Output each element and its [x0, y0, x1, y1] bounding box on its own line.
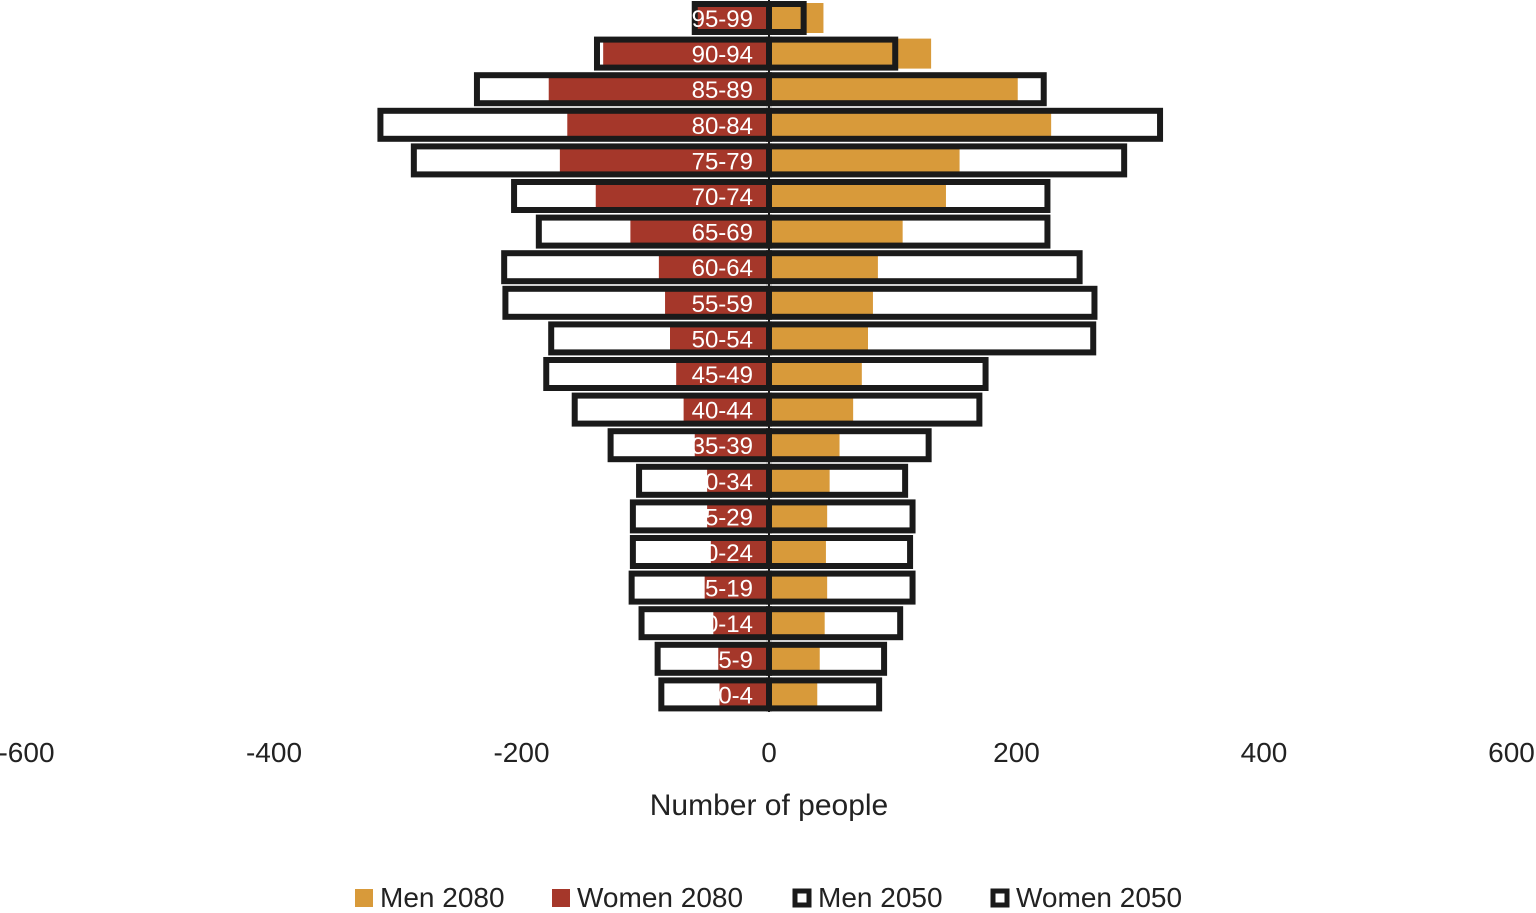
legend-swatch-men-2080	[355, 889, 373, 907]
bar-men-2080-45-49	[769, 359, 862, 389]
age-label-15-19: 15-19	[692, 576, 753, 603]
age-label-75-79: 75-79	[692, 148, 753, 175]
bar-women-2080-45-49	[676, 359, 769, 389]
bar-men-2080-65-69	[769, 216, 903, 247]
bar-women-2080-80-84	[567, 109, 769, 140]
age-label-40-44: 40-44	[692, 398, 753, 425]
bar-women-2080-90-94	[603, 38, 769, 69]
age-label-45-49: 45-49	[692, 362, 753, 389]
bar-men-2080-40-44	[769, 394, 854, 425]
age-label-25-29: 25-29	[692, 504, 753, 531]
legend-label-women-2050: Women 2050	[1016, 882, 1182, 913]
x-tick-label: 0	[761, 737, 777, 768]
age-label-70-74: 70-74	[692, 184, 753, 211]
age-label-20-24: 20-24	[692, 540, 753, 567]
bar-women-2080-20-24	[710, 537, 769, 567]
age-label-55-59: 55-59	[692, 291, 753, 318]
bar-women-2080-35-39	[694, 430, 769, 461]
bar-women-2080-65-69	[630, 216, 769, 247]
legend-label-men-2080: Men 2080	[380, 882, 505, 913]
legend-label-men-2050: Men 2050	[818, 882, 943, 913]
bar-men-2080-75-79	[769, 145, 960, 176]
x-axis-title: Number of people	[650, 789, 888, 822]
bar-men-2080-60-64	[769, 252, 878, 283]
x-tick-labels: -600 -400 -200 0 200 400 600	[0, 737, 1535, 768]
x-tick-label: -400	[246, 737, 302, 768]
legend: Men 2080 Women 2080 Men 2050 Women 2050	[355, 882, 1182, 913]
x-tick-label: -600	[0, 737, 55, 768]
bar-women-2080-25-29	[707, 501, 769, 532]
age-label-50-54: 50-54	[692, 326, 753, 353]
age-label-35-39: 35-39	[692, 433, 753, 460]
age-label-80-84: 80-84	[692, 113, 753, 140]
legend-label-women-2080: Women 2080	[577, 882, 743, 913]
bar-women-2080-85-89	[548, 74, 769, 105]
x-tick-label: 200	[993, 737, 1040, 768]
bar-women-2080-70-74	[595, 181, 769, 211]
age-label-10-14: 10-14	[692, 611, 753, 638]
bar-women-2080-5-9	[718, 643, 769, 674]
age-label-30-34: 30-34	[692, 469, 753, 496]
bar-men-2080-95-99	[769, 3, 824, 33]
bar-women-2080-15-19	[704, 572, 769, 603]
bar-women-2080-60-64	[658, 252, 769, 283]
bar-women-2080-75-79	[559, 145, 769, 176]
bar-men-2080-90-94	[769, 38, 932, 69]
x-tick-label: 400	[1241, 737, 1288, 768]
bar-women-2080-30-34	[707, 465, 769, 496]
legend-swatch-women-2050	[990, 888, 1010, 908]
bar-men-2080-50-54	[769, 323, 868, 354]
age-label-5-9: 5-9	[718, 647, 753, 674]
bar-women-2080-55-59	[665, 287, 769, 318]
bar-men-2080-55-59	[769, 287, 873, 318]
bar-men-2080-85-89	[769, 74, 1018, 105]
bar-men-2080-10-14	[769, 608, 825, 639]
bar-men-2080-80-84	[769, 109, 1052, 140]
bar-men-2080-15-19	[769, 572, 828, 603]
age-labels-layer: 0-4 5-9 10-14 15-19 20-24 25-29 30-34 35-39 40-4…	[692, 6, 753, 709]
bar-men-2080-35-39	[769, 430, 840, 461]
legend-swatch-women-2080	[552, 889, 570, 907]
bar-men-2080-30-34	[769, 465, 830, 496]
bars-layer	[377, 1, 1164, 712]
bar-men-2080-20-24	[769, 537, 826, 567]
bar-men-2080-0-4	[769, 679, 818, 710]
bar-women-2080-40-44	[683, 394, 769, 425]
bar-women-2080-0-4	[719, 679, 769, 710]
legend-swatch-men-2050	[792, 888, 812, 908]
bar-women-2080-10-14	[713, 608, 769, 639]
bar-men-2080-25-29	[769, 501, 828, 532]
age-label-95-99: 95-99	[692, 6, 753, 33]
age-label-85-89: 85-89	[692, 77, 753, 104]
x-tick-label: -200	[493, 737, 549, 768]
age-label-90-94: 90-94	[692, 42, 753, 69]
age-label-0-4: 0-4	[718, 682, 753, 709]
age-label-60-64: 60-64	[692, 255, 753, 282]
bar-men-2080-5-9	[769, 643, 820, 674]
x-tick-label: 600	[1488, 737, 1535, 768]
bar-women-2080-50-54	[670, 323, 769, 354]
bar-women-2080-95-99	[694, 3, 769, 33]
bar-men-2080-70-74	[769, 181, 946, 211]
age-label-65-69: 65-69	[692, 220, 753, 247]
